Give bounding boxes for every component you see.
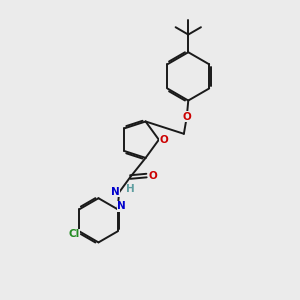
Text: O: O <box>160 135 169 145</box>
Text: N: N <box>117 201 126 211</box>
Text: N: N <box>111 187 120 197</box>
Text: Cl: Cl <box>68 229 80 239</box>
Text: O: O <box>148 171 157 181</box>
Text: O: O <box>182 112 191 122</box>
Text: H: H <box>126 184 134 194</box>
